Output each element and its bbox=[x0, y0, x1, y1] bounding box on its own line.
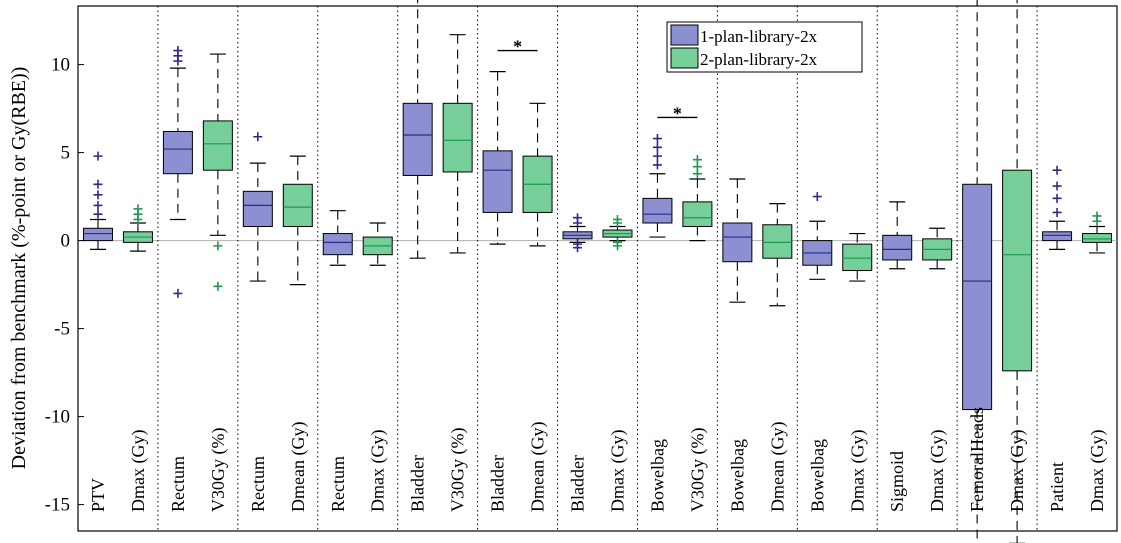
outlier-marker bbox=[1052, 193, 1062, 203]
y-axis-label: Deviation from benchmark (%-point or Gy(… bbox=[8, 67, 30, 470]
group-separators bbox=[157, 6, 1038, 531]
box-1 bbox=[482, 150, 513, 213]
outlier-marker bbox=[93, 200, 103, 210]
outlier-marker bbox=[652, 151, 662, 161]
outlier-marker bbox=[573, 239, 583, 249]
outlier-marker bbox=[1052, 181, 1062, 191]
box-marks bbox=[82, 0, 1113, 543]
x-label-line-2: Dmax (Gy) bbox=[128, 430, 149, 512]
legend-frame bbox=[666, 21, 863, 73]
x-label-line-2: Dmax (Gy) bbox=[847, 430, 868, 512]
outlier-marker bbox=[213, 281, 223, 291]
outlier-marker bbox=[253, 132, 263, 142]
box-2 bbox=[1002, 169, 1033, 372]
x-label-line-1: Rectum bbox=[328, 456, 348, 512]
x-label-line-2: Dmax (Gy) bbox=[1007, 430, 1028, 512]
x-label-line-1: FemoralHeads bbox=[967, 407, 987, 512]
box-1 bbox=[722, 222, 753, 263]
box-2 bbox=[1082, 233, 1113, 243]
outlier-marker bbox=[93, 190, 103, 200]
x-label-line-2: Dmean (Gy) bbox=[288, 422, 309, 512]
outlier-marker bbox=[1052, 207, 1062, 217]
outlier-marker bbox=[133, 204, 143, 214]
box-1 bbox=[242, 190, 273, 228]
x-label-line-1: Rectum bbox=[248, 456, 268, 512]
box-1 bbox=[962, 183, 993, 411]
legend-swatch-series-1 bbox=[670, 24, 699, 46]
outlier-marker bbox=[652, 160, 662, 170]
x-label-line-1: Patient bbox=[1047, 462, 1067, 512]
x-label-line-1: Bowelbag bbox=[807, 439, 827, 512]
box-1 bbox=[1042, 231, 1073, 242]
x-label-line-2: Dmax (Gy) bbox=[607, 430, 628, 512]
x-label-line-2: Dmean (Gy) bbox=[767, 422, 788, 512]
legend-swatch-series-2 bbox=[670, 47, 699, 69]
outlier-marker bbox=[173, 46, 183, 56]
outlier-marker bbox=[652, 134, 662, 144]
box-1 bbox=[642, 197, 673, 224]
plot-frame bbox=[77, 5, 1118, 532]
outlier-marker bbox=[612, 237, 622, 247]
box-2 bbox=[282, 183, 313, 228]
x-label-line-1: Bladder bbox=[408, 455, 428, 512]
outlier-marker bbox=[173, 288, 183, 298]
x-label-line-1: PTV bbox=[88, 478, 108, 512]
outlier-marker bbox=[1052, 165, 1062, 175]
box-2 bbox=[682, 201, 713, 228]
x-axis-category-labels: PTV Dmax (Gy) Rectum V30Gy (%) Rectum Dmean (… bbox=[88, 407, 1108, 512]
outlier-marker bbox=[93, 209, 103, 219]
x-label-line-1: Sigmoid bbox=[887, 451, 907, 512]
legend: 1-plan-library-2x 2-plan-library-2x bbox=[666, 21, 863, 73]
box-1 bbox=[322, 233, 353, 256]
y-tick-label: -10 bbox=[45, 407, 70, 428]
box-2 bbox=[202, 120, 233, 171]
x-label-line-2: V30Gy (%) bbox=[448, 428, 469, 512]
x-label-line-2: Dmean (Gy) bbox=[528, 422, 549, 512]
box-1 bbox=[162, 130, 193, 175]
outlier-marker bbox=[573, 213, 583, 223]
y-tick-label: 10 bbox=[51, 55, 70, 76]
legend-label-series-2: 2-plan-library-2x bbox=[700, 50, 818, 69]
x-label-line-1: Bowelbag bbox=[647, 439, 667, 512]
x-label-line-2: Dmax (Gy) bbox=[927, 430, 948, 512]
outlier-marker bbox=[652, 142, 662, 152]
outlier-marker bbox=[93, 179, 103, 189]
x-label-line-2: V30Gy (%) bbox=[208, 428, 229, 512]
box-2 bbox=[442, 102, 473, 173]
x-label-line-2: Dmax (Gy) bbox=[368, 430, 389, 512]
x-label-line-1: Rectum bbox=[168, 456, 188, 512]
significance-star: * bbox=[513, 37, 522, 57]
y-tick-label: 0 bbox=[61, 231, 71, 252]
box-2 bbox=[842, 243, 873, 272]
outlier-marker bbox=[93, 151, 103, 161]
outlier-marker bbox=[213, 241, 223, 251]
legend-label-series-1: 1-plan-library-2x bbox=[700, 27, 818, 46]
x-label-line-1: Bladder bbox=[568, 455, 588, 512]
y-tick-label: -5 bbox=[54, 319, 70, 340]
y-tick-label: 5 bbox=[61, 143, 71, 164]
y-axis: 20151050-5-10-15 bbox=[45, 55, 84, 516]
outlier-marker bbox=[692, 155, 702, 165]
x-label-line-2: V30Gy (%) bbox=[687, 428, 708, 512]
outlier-marker bbox=[612, 214, 622, 224]
box-1 bbox=[402, 102, 433, 176]
plot-background bbox=[77, 5, 1118, 532]
significance-markers: ** bbox=[497, 37, 698, 123]
box-2 bbox=[762, 224, 793, 259]
box-1 bbox=[882, 234, 913, 261]
x-label-line-1: Bowelbag bbox=[727, 439, 747, 512]
outlier-marker bbox=[812, 192, 822, 202]
y-tick-label: -15 bbox=[45, 495, 70, 516]
x-label-line-2: Dmax (Gy) bbox=[1087, 430, 1108, 512]
box-1 bbox=[82, 227, 113, 242]
significance-star: * bbox=[673, 103, 682, 123]
x-label-line-1: Bladder bbox=[488, 455, 508, 512]
outlier-marker bbox=[1092, 211, 1102, 221]
